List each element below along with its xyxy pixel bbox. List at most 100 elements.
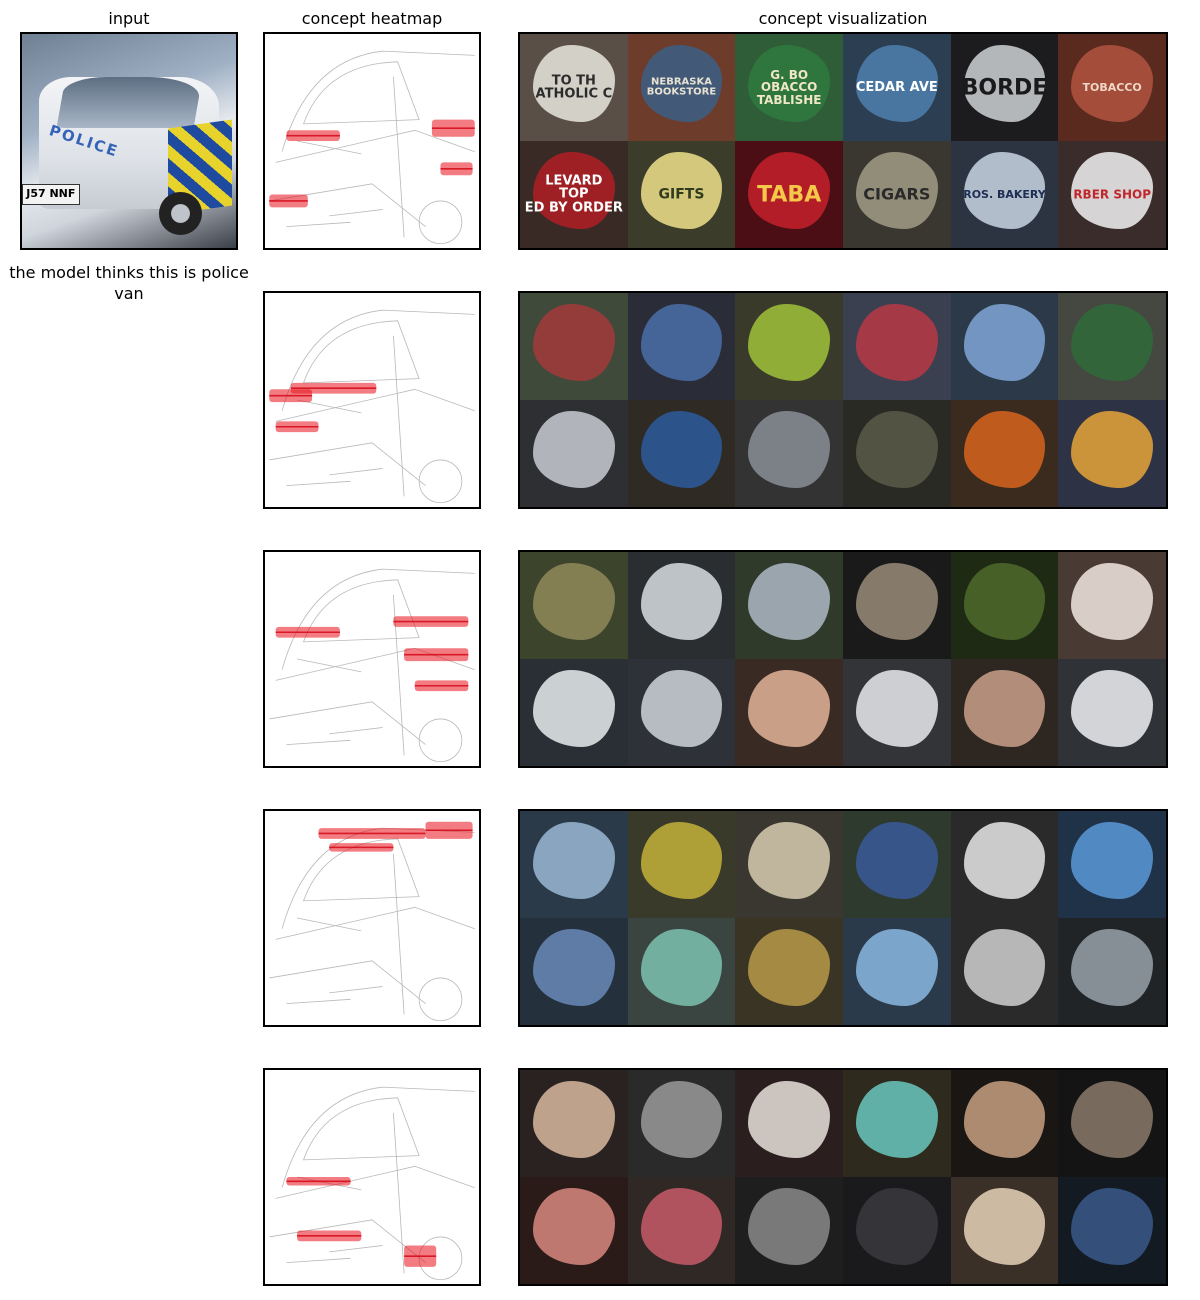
tile-sign-text: NEBRASKA BOOKSTORE — [646, 76, 717, 98]
tile-highlight-region — [748, 562, 831, 640]
tile-highlight-region — [1071, 928, 1154, 1006]
concept-0-tile-10: ROS. BAKERY — [950, 141, 1059, 248]
prediction-caption: the model thinks this is police van — [9, 263, 249, 303]
concept-3-tile-1 — [627, 811, 736, 918]
tile-highlight-region — [640, 303, 723, 381]
concept-1-tile-8 — [735, 400, 843, 507]
van-windshield — [55, 76, 202, 129]
tile-highlight-region — [640, 669, 723, 747]
heatmap-2-svg — [269, 568, 475, 763]
input-column-title: input — [108, 9, 150, 28]
concept-0-tile-0: TO TH ATHOLIC C — [520, 34, 628, 141]
edge-grille — [286, 468, 383, 486]
tile-highlight-region — [748, 44, 831, 122]
edge-wheel — [418, 977, 463, 1022]
edge-windshield — [302, 61, 420, 125]
tile-highlight-region — [532, 928, 615, 1006]
concept-heatmap-1 — [263, 291, 481, 509]
edge-windshield — [302, 320, 420, 384]
tile-highlight-region — [1071, 410, 1154, 488]
concept-1-tile-6 — [520, 400, 628, 507]
tile-highlight-region — [963, 1187, 1046, 1265]
concept-3-tile-10 — [950, 918, 1059, 1025]
tile-highlight-region — [855, 303, 938, 381]
edge-wheel — [418, 459, 463, 504]
concept-3-tile-9 — [842, 918, 951, 1025]
tile-highlight-region — [532, 562, 615, 640]
tile-sign-text: LEVARD TOP ED BY ORDER — [524, 173, 623, 216]
concept-1-tile-3 — [842, 293, 951, 400]
concept-visualization-1 — [518, 291, 1168, 509]
concept-4-tile-0 — [520, 1070, 628, 1177]
tile-highlight-region — [855, 1187, 938, 1265]
concept-1-tile-1 — [627, 293, 736, 400]
concept-3-tile-4 — [950, 811, 1059, 918]
tile-sign-text: ROS. BAKERY — [963, 187, 1046, 201]
edge-lettering — [297, 658, 362, 673]
concept-3-tile-5 — [1058, 811, 1166, 918]
tile-sign-text: GIFTS — [658, 186, 705, 203]
concept-0-tile-7: GIFTS — [627, 141, 736, 248]
tile-highlight-region — [748, 151, 831, 229]
tile-highlight-region — [963, 410, 1046, 488]
tile-highlight-region — [855, 928, 938, 1006]
tile-highlight-region — [855, 44, 938, 122]
concept-0-tile-11: RBER SHOP — [1058, 141, 1166, 248]
edge-pillar — [393, 335, 405, 497]
concept-4-tile-10 — [950, 1177, 1059, 1284]
tile-highlight-region — [1071, 303, 1154, 381]
concept-4-tile-7 — [627, 1177, 736, 1284]
tile-highlight-region — [748, 1187, 831, 1265]
tile-highlight-region — [532, 1187, 615, 1265]
concept-0-tile-2: G. BO OBACCO TABLISHE — [735, 34, 843, 141]
concept-1-tile-0 — [520, 293, 628, 400]
tile-highlight-region — [532, 303, 615, 381]
tile-highlight-region — [963, 669, 1046, 747]
edge-pillar — [393, 1112, 405, 1274]
concept-1-tile-7 — [627, 400, 736, 507]
tile-highlight-region — [532, 410, 615, 488]
input-image: POLICE J57 NNF — [20, 32, 238, 250]
tile-highlight-region — [532, 821, 615, 899]
concept-visualization-4 — [518, 1068, 1168, 1286]
tile-highlight-region — [1071, 1187, 1154, 1265]
concept-1-tile-2 — [735, 293, 843, 400]
tile-sign-text: CIGARS — [863, 184, 931, 204]
heatmap-4-svg — [269, 1086, 475, 1281]
concept-1-tile-11 — [1058, 400, 1166, 507]
concept-0-tile-5: TOBACCO — [1058, 34, 1166, 141]
edge-windshield — [302, 579, 420, 643]
edge-hood — [275, 906, 475, 940]
tile-highlight-region — [748, 410, 831, 488]
tile-highlight-region — [640, 562, 723, 640]
tile-sign-text: TOBACCO — [1082, 80, 1142, 94]
tile-highlight-region — [963, 562, 1046, 640]
tile-highlight-region — [640, 1187, 723, 1265]
tile-highlight-region — [532, 669, 615, 747]
tile-highlight-region — [963, 44, 1046, 122]
tile-highlight-region — [532, 1080, 615, 1158]
tile-highlight-region — [748, 1080, 831, 1158]
concept-0-tile-9: CIGARS — [842, 141, 951, 248]
edge-grille — [286, 1245, 383, 1263]
tile-highlight-region — [1071, 562, 1154, 640]
edge-roof — [281, 309, 475, 411]
concept-2-tile-3 — [842, 552, 951, 659]
concept-visualization-3 — [518, 809, 1168, 1027]
concept-4-tile-11 — [1058, 1177, 1166, 1284]
license-plate: J57 NNF — [22, 183, 80, 206]
concept-4-tile-8 — [735, 1177, 843, 1284]
tile-highlight-region — [1071, 669, 1154, 747]
concept-2-tile-7 — [627, 659, 736, 766]
tile-highlight-region — [963, 1080, 1046, 1158]
edge-grille — [286, 986, 383, 1004]
concept-2-tile-4 — [950, 552, 1059, 659]
edge-lettering — [297, 140, 362, 155]
tile-highlight-region — [532, 44, 615, 122]
tile-highlight-region — [640, 44, 723, 122]
concept-visualization-2 — [518, 550, 1168, 768]
edge-grille — [286, 209, 383, 227]
concept-4-tile-3 — [842, 1070, 951, 1177]
tile-sign-text: CEDAR AVE — [855, 79, 938, 95]
tile-sign-text: TO TH ATHOLIC C — [535, 72, 613, 102]
